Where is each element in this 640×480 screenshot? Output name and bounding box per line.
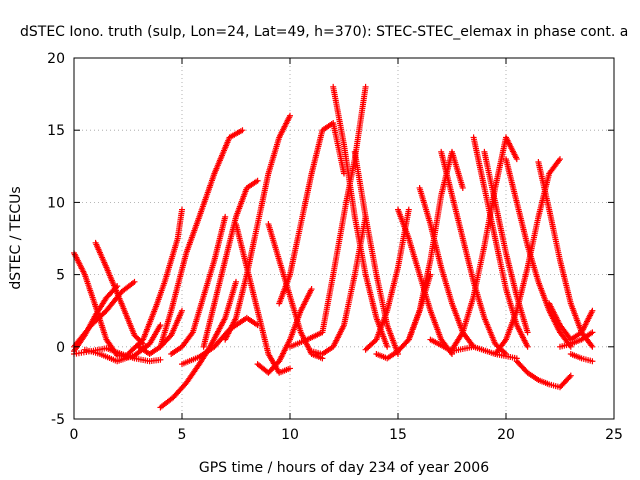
series-4 [71,278,138,350]
data-point [524,343,531,350]
series-26 [405,148,466,343]
y-tick-label: 15 [47,123,65,139]
data-point [501,349,508,356]
series-36 [535,158,596,350]
data-point [179,206,185,213]
data-point [179,307,185,314]
data-point [589,307,596,314]
series-29 [438,148,509,358]
series-10 [157,127,246,350]
series-14 [222,112,293,343]
y-tick-label: 20 [47,51,65,67]
data-point [503,351,509,358]
x-tick-label: 5 [178,427,187,443]
plot-frame [73,57,615,420]
series-37 [546,300,596,343]
data-point [131,278,138,285]
data-point [222,213,229,220]
data-point [233,278,239,285]
data-point [384,343,391,350]
series-11 [168,213,229,358]
data-point [566,373,573,380]
series-7 [125,206,185,358]
data-point [157,322,164,329]
x-axis-label: GPS time / hours of day 234 of year 2006 [199,460,489,476]
series-32 [481,148,531,336]
x-tick-label: 15 [389,427,407,443]
series-39 [567,351,596,365]
data-point [405,206,412,213]
series-9 [157,278,239,411]
data-point [157,356,164,363]
data-point [254,177,261,184]
series-12 [179,314,261,368]
data-point [459,184,466,191]
series-20 [308,213,369,358]
y-axis-label: dSTEC / TECUs [8,186,24,289]
data-point [524,329,531,336]
series-35 [513,358,574,391]
data-points [71,83,596,411]
data-point [589,329,596,336]
y-tick-label: 5 [56,268,65,284]
x-tick-label: 25 [605,427,623,443]
series-6 [81,322,164,365]
series-16 [254,286,315,376]
data-point [239,127,246,134]
y-tick-label: 0 [56,340,65,356]
chart-title: dSTEC Iono. truth (sulp, Lon=24, Lat=49,… [20,24,628,40]
x-tick-label: 0 [70,427,79,443]
series-28 [427,336,520,362]
x-tick-label: 20 [497,427,515,443]
series-17 [265,221,326,362]
series-13 [200,177,261,350]
series-22 [351,148,401,358]
data-point [287,365,293,372]
x-tick-label: 10 [281,427,299,443]
y-tick-label: 10 [47,195,65,211]
series-18 [276,119,347,307]
data-point [589,358,596,365]
data-point [287,112,293,119]
data-point [308,286,315,293]
series-21 [330,83,391,350]
y-tick-label: -5 [51,412,65,428]
data-point [567,372,574,379]
data-point [513,156,520,163]
data-point [362,83,369,90]
data-point [557,156,563,163]
data-point [589,343,596,350]
series-38 [557,329,596,350]
ticks: 0 5 10 15 20 25 -5 0 5 10 15 20 [47,51,623,443]
